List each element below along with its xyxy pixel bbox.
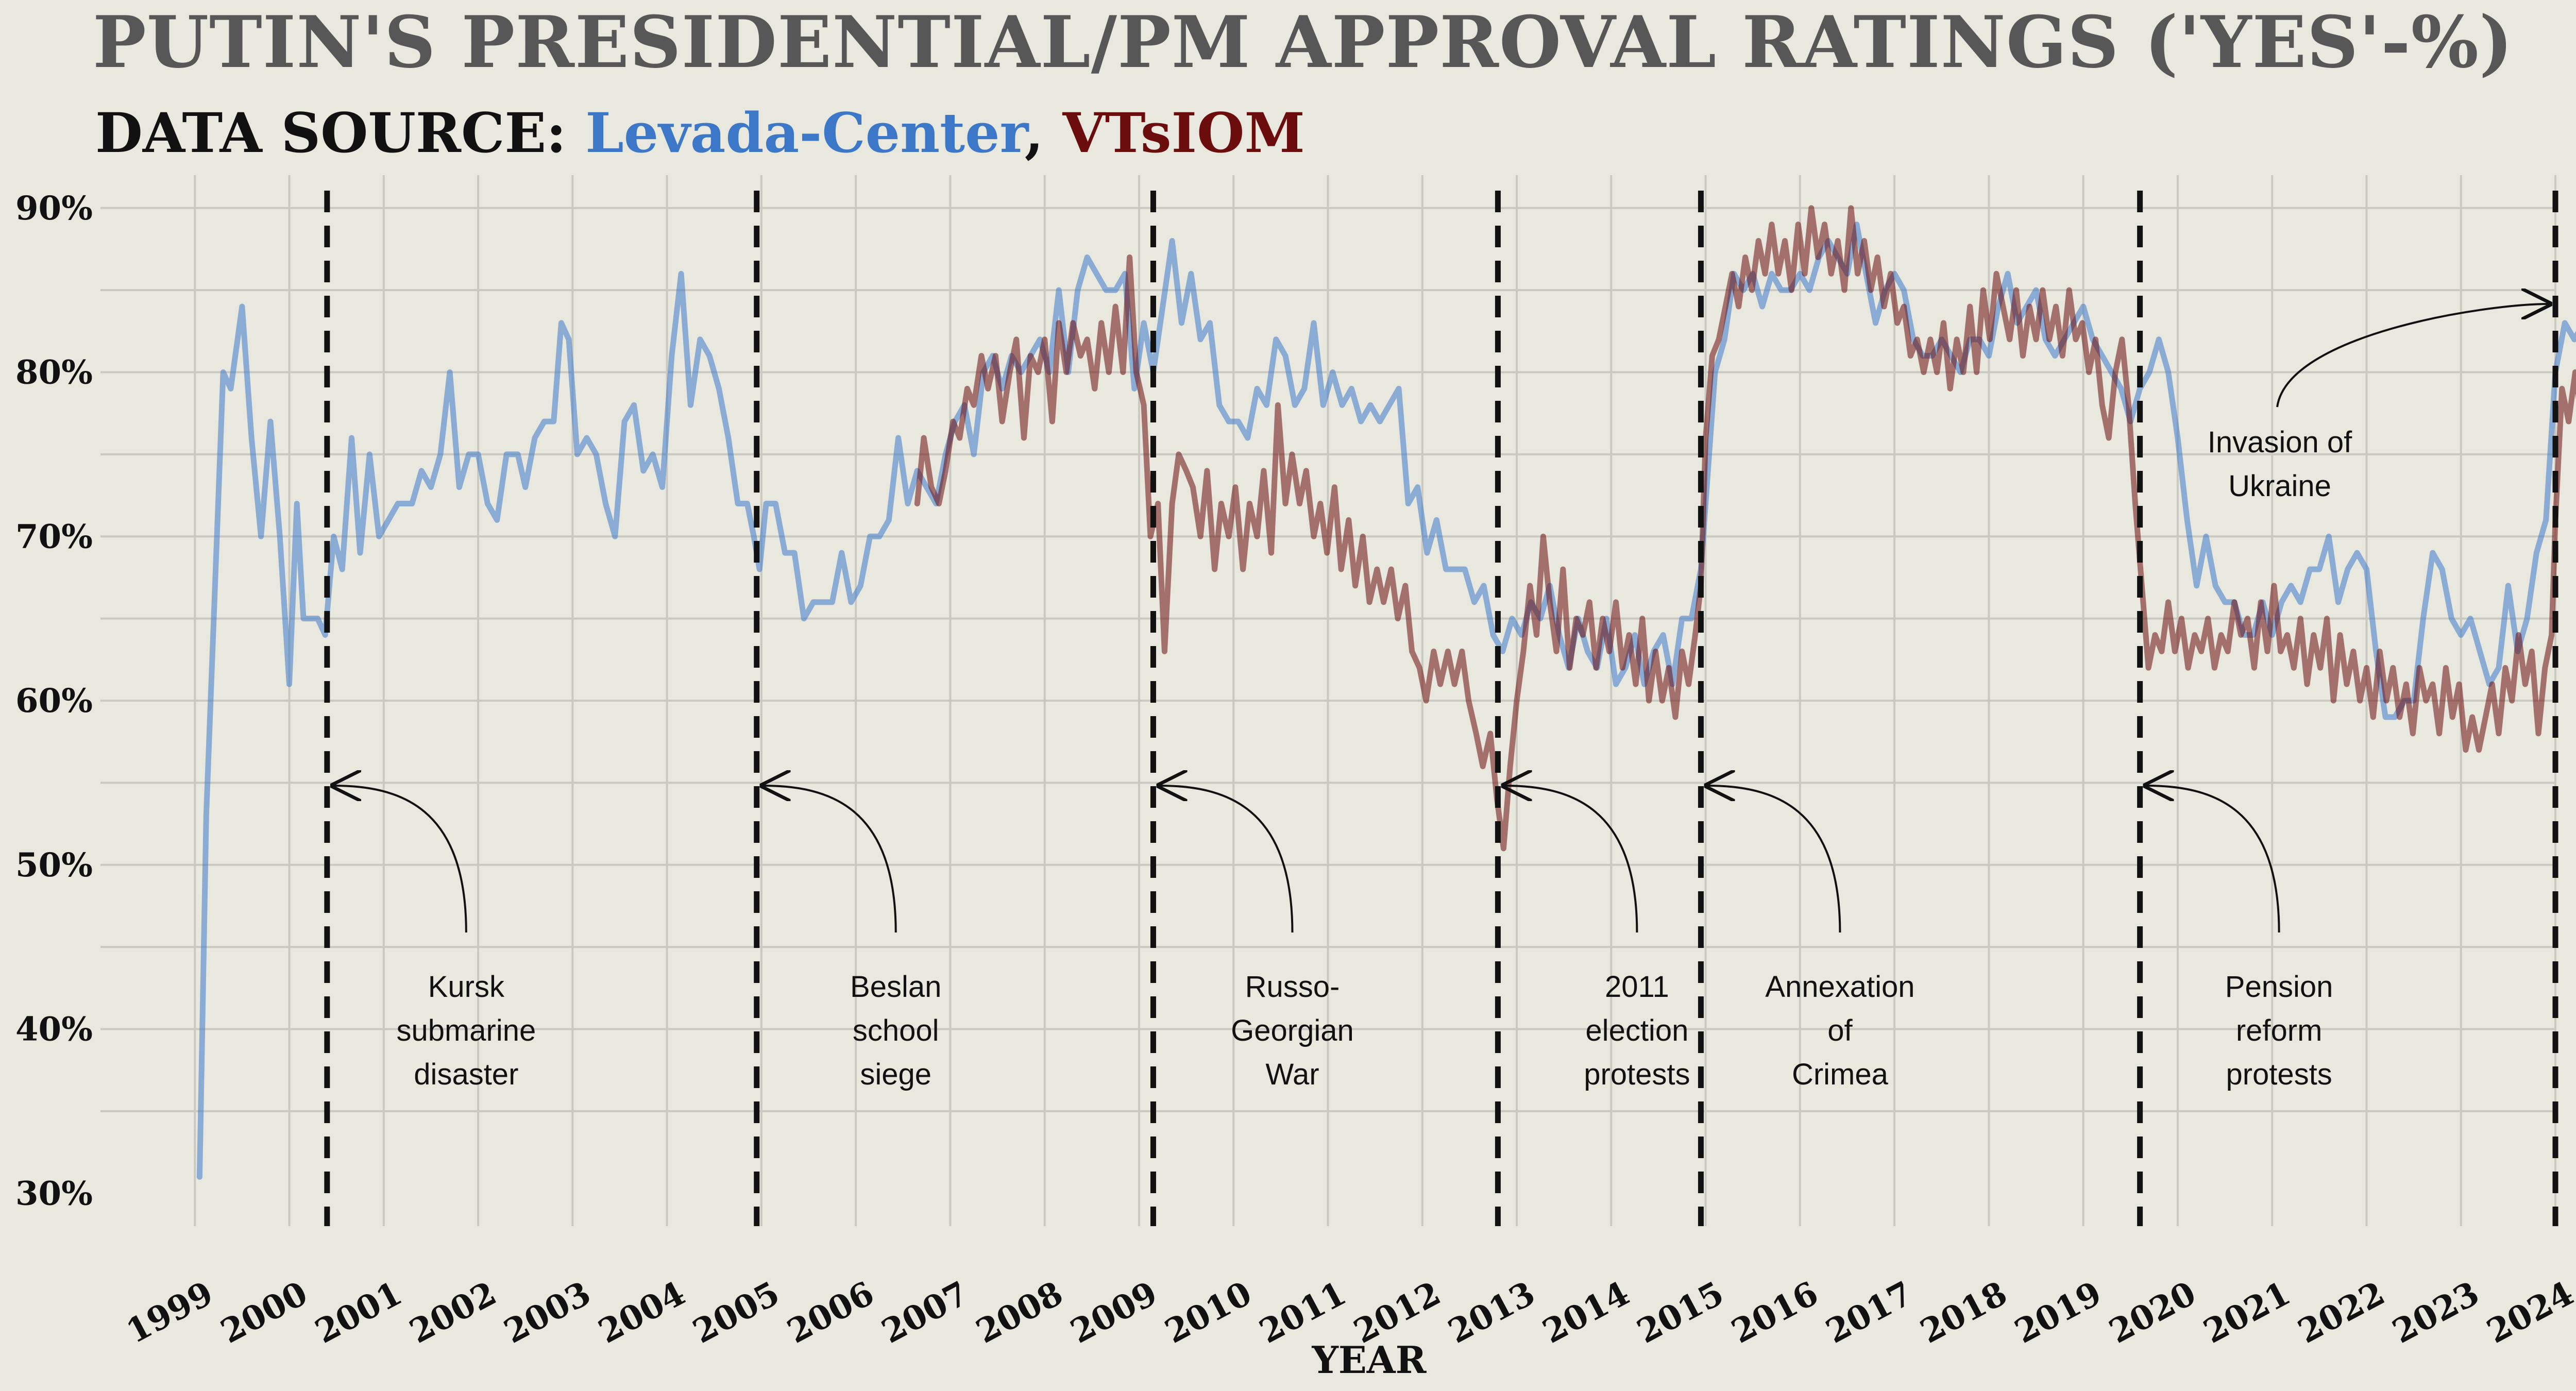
- event-label-5-2: protests: [2226, 1058, 2332, 1091]
- event-label-0-1: submarine: [396, 1014, 536, 1047]
- event-arrow-1: [763, 786, 897, 933]
- x-tick-label-2021: 2021: [2197, 1274, 2296, 1351]
- x-tick-label-1999: 1999: [120, 1274, 219, 1351]
- x-tick-label-2008: 2008: [970, 1274, 1069, 1351]
- x-tick-label-2024: 2024: [2481, 1274, 2576, 1351]
- x-tick-label-2014: 2014: [1536, 1274, 1635, 1351]
- x-axis-label: YEAR: [1312, 1338, 1427, 1382]
- event-label-4-0: Annexation: [1765, 970, 1914, 1004]
- x-tick-label-2020: 2020: [2103, 1274, 2202, 1351]
- x-tick-label-2005: 2005: [687, 1274, 786, 1351]
- event-label-0-2: disaster: [414, 1058, 518, 1091]
- y-tick-label-60: 60%: [15, 682, 93, 720]
- y-tick-label-40: 40%: [15, 1010, 93, 1049]
- y-tick-label-90: 90%: [15, 189, 93, 228]
- x-tick-label-2023: 2023: [2386, 1274, 2485, 1351]
- series-line-levada-center: [196, 222, 2576, 1180]
- chart-subtitle: DATA SOURCE: Levada-Center, VTsIOM: [95, 100, 1305, 165]
- x-tick-label-2004: 2004: [592, 1274, 691, 1351]
- event-label-4-2: Crimea: [1792, 1058, 1889, 1091]
- event-arrow-3: [1504, 786, 1638, 933]
- event-label-1-1: school: [853, 1014, 939, 1047]
- event-arrow-4: [1707, 786, 1841, 933]
- event-label-1-0: Beslan: [850, 970, 941, 1004]
- x-tick-label-2010: 2010: [1159, 1274, 1258, 1351]
- event-label-0-0: Kursk: [428, 970, 505, 1004]
- chart-title: PUTIN'S PRESIDENTIAL/PM APPROVAL RATINGS…: [93, 0, 2514, 84]
- event-arrow-2: [1159, 786, 1294, 933]
- subtitle-prefix: DATA SOURCE:: [95, 100, 586, 165]
- x-tick-label-2015: 2015: [1631, 1274, 1730, 1351]
- y-tick-label-80: 80%: [15, 353, 93, 392]
- event-label-6-0: Invasion of: [2208, 426, 2352, 459]
- event-label-2-0: Russo-: [1245, 970, 1340, 1004]
- series-line-vtsiom: [914, 205, 2576, 852]
- source-vtsiom: VTsIOM: [1062, 100, 1305, 165]
- event-label-5-0: Pension: [2225, 970, 2333, 1004]
- x-tick-label-2017: 2017: [1820, 1274, 1919, 1351]
- event-arrow-5: [2146, 786, 2280, 933]
- x-tick-label-2002: 2002: [403, 1274, 502, 1351]
- event-arrow-0: [333, 786, 467, 933]
- x-tick-label-2006: 2006: [781, 1274, 880, 1351]
- y-tick-label-50: 50%: [15, 846, 93, 885]
- x-tick-label-2019: 2019: [2009, 1274, 2108, 1351]
- event-label-5-1: reform: [2236, 1014, 2323, 1047]
- x-tick-label-2018: 2018: [1914, 1274, 2013, 1351]
- x-tick-label-2007: 2007: [875, 1274, 974, 1351]
- x-tick-label-2013: 2013: [1442, 1274, 1541, 1351]
- x-tick-label-2016: 2016: [1725, 1274, 1824, 1351]
- event-label-2-2: War: [1265, 1058, 1319, 1091]
- event-arrow-6: [2276, 304, 2549, 408]
- event-label-3-1: election: [1585, 1014, 1688, 1047]
- x-tick-label-2022: 2022: [2292, 1274, 2391, 1351]
- event-label-3-2: protests: [1584, 1058, 1690, 1091]
- x-tick-label-2009: 2009: [1064, 1274, 1163, 1351]
- source-levada: Levada-Center: [585, 100, 1025, 165]
- y-tick-label-70: 70%: [15, 517, 93, 556]
- event-label-4-1: of: [1827, 1014, 1853, 1047]
- event-label-3-0: 2011: [1605, 970, 1669, 1004]
- x-tick-label-2001: 2001: [309, 1274, 408, 1351]
- event-label-6-1: Ukraine: [2228, 469, 2331, 503]
- event-label-1-2: siege: [860, 1058, 931, 1091]
- event-label-2-1: Georgian: [1231, 1014, 1354, 1047]
- y-tick-label-30: 30%: [15, 1174, 93, 1213]
- x-tick-label-2000: 2000: [215, 1274, 314, 1351]
- subtitle-separator: ,: [1024, 100, 1063, 165]
- x-tick-label-2003: 2003: [498, 1274, 597, 1351]
